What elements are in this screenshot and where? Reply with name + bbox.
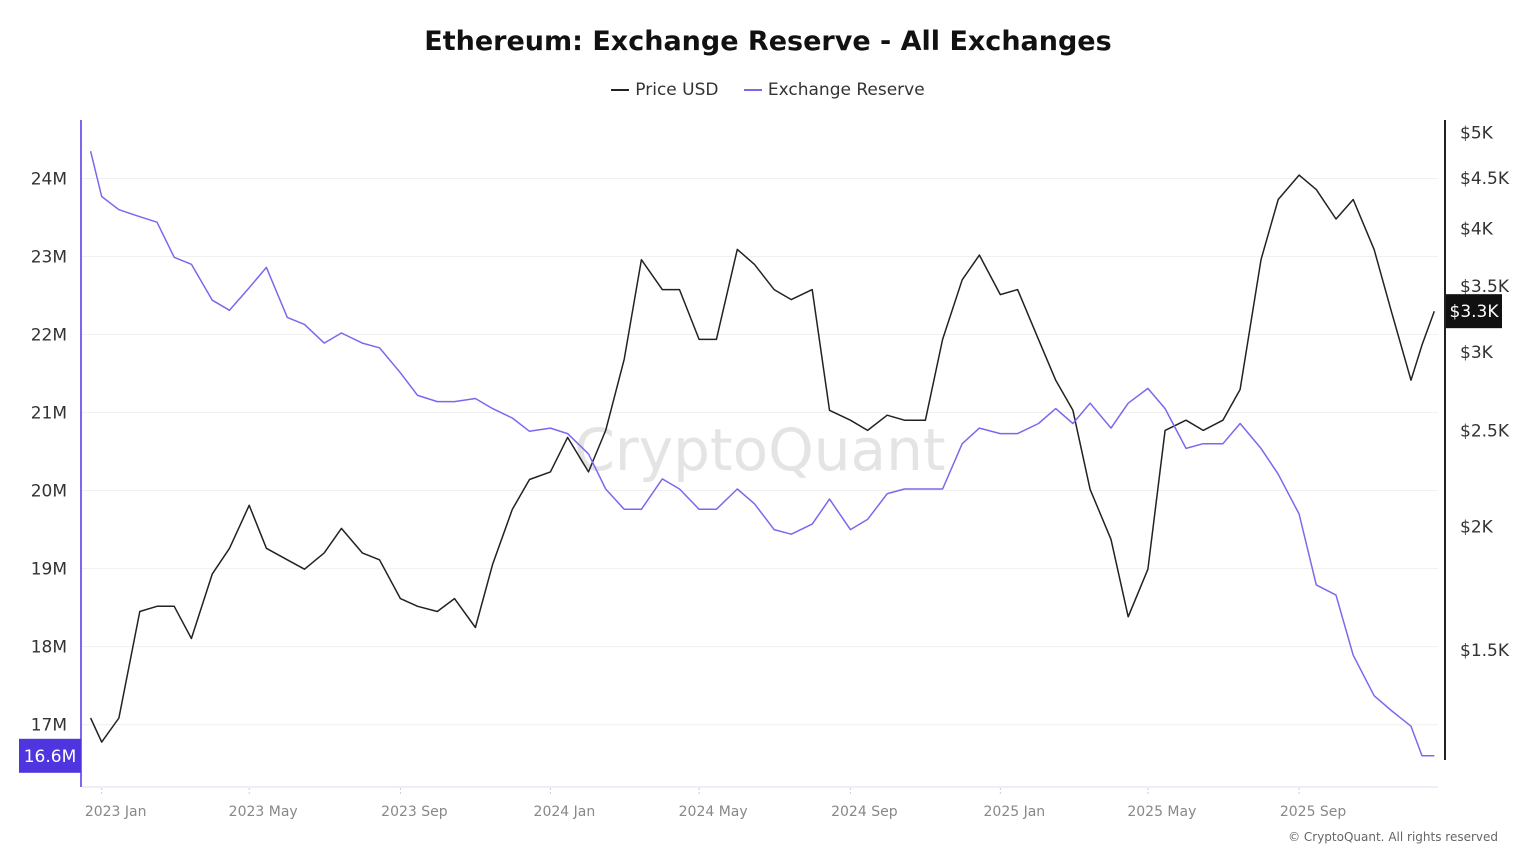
left-tick-label: 17M (31, 716, 67, 736)
x-tick-label: 2024 Sep (831, 804, 898, 820)
x-tick-label: 2023 Jan (85, 804, 147, 820)
x-tick-label: 2023 Sep (381, 804, 448, 820)
x-tick-label: 2025 Sep (1280, 804, 1347, 820)
x-tick-label: 2023 May (229, 804, 298, 820)
x-tick-label: 2024 Jan (534, 804, 596, 820)
legend-item-price[interactable]: Price USD (611, 80, 718, 100)
left-tick-label: 19M (31, 560, 67, 580)
legend-label-price: Price USD (635, 80, 719, 100)
price-line (89, 174, 1436, 743)
x-tick-label: 2025 May (1127, 804, 1196, 820)
right-tick-label: $4K (1460, 220, 1494, 240)
watermark: CryptoQuant (574, 416, 945, 484)
left-tick-label: 24M (31, 170, 67, 190)
right-tick-label: $3K (1460, 343, 1494, 363)
right-tick-label: $2K (1460, 517, 1494, 537)
reserve-current-label: 16.6M (24, 747, 77, 767)
right-tick-label: $3.5K (1460, 277, 1510, 297)
right-tick-label: $1.5K (1460, 641, 1510, 661)
legend-swatch-price (611, 89, 630, 91)
legend-item-reserve[interactable]: Exchange Reserve (743, 80, 925, 100)
right-tick-label: $4.5K (1460, 169, 1510, 189)
legend-label-reserve: Exchange Reserve (767, 80, 925, 100)
left-tick-label: 20M (31, 482, 67, 502)
legend: Price USD Exchange Reserve (0, 76, 1536, 100)
reserve-current-badge (19, 738, 81, 773)
left-tick-label: 21M (31, 404, 67, 424)
chart-title: Ethereum: Exchange Reserve - All Exchang… (424, 26, 1112, 57)
right-tick-label: $5K (1460, 124, 1494, 144)
left-tick-label: 23M (31, 248, 67, 268)
left-tick-label: 22M (31, 326, 67, 346)
copyright: © CryptoQuant. All rights reserved (1288, 830, 1498, 844)
legend-swatch-reserve (743, 89, 762, 91)
price-current-badge (1446, 294, 1502, 329)
reserve-line (89, 151, 1435, 757)
price-current-label: $3.3K (1450, 302, 1500, 322)
left-tick-label: 18M (31, 638, 67, 658)
x-tick-label: 2024 May (679, 804, 748, 820)
right-tick-label: $2.5K (1460, 421, 1510, 441)
x-tick-label: 2025 Jan (984, 804, 1046, 820)
